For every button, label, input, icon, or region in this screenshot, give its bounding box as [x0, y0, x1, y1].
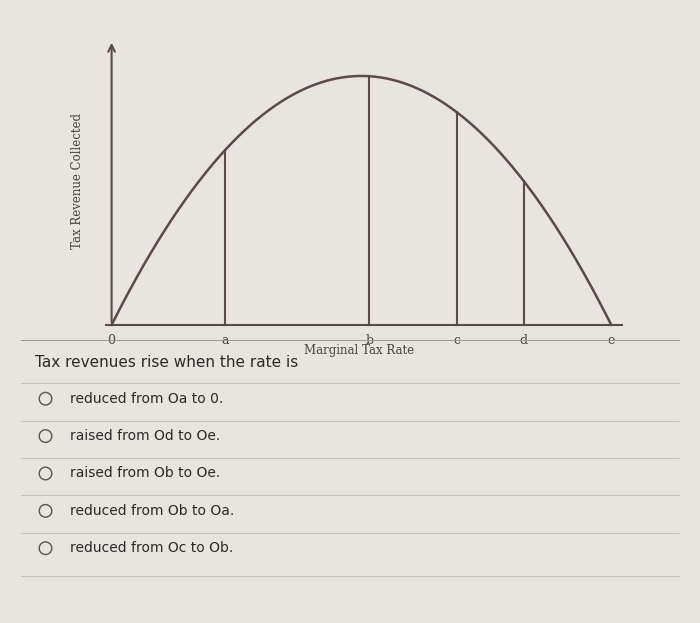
Text: reduced from Oc to Ob.: reduced from Oc to Ob. [70, 541, 233, 555]
Text: raised from Ob to Oe.: raised from Ob to Oe. [70, 467, 220, 480]
Text: reduced from Ob to Oa.: reduced from Ob to Oa. [70, 504, 234, 518]
Text: reduced from Oa to 0.: reduced from Oa to 0. [70, 392, 223, 406]
Text: Marginal Tax Rate: Marginal Tax Rate [304, 344, 414, 357]
Y-axis label: Tax Revenue Collected: Tax Revenue Collected [71, 113, 84, 249]
Text: raised from Od to Oe.: raised from Od to Oe. [70, 429, 220, 443]
Text: Tax revenues rise when the rate is: Tax revenues rise when the rate is [35, 355, 298, 370]
